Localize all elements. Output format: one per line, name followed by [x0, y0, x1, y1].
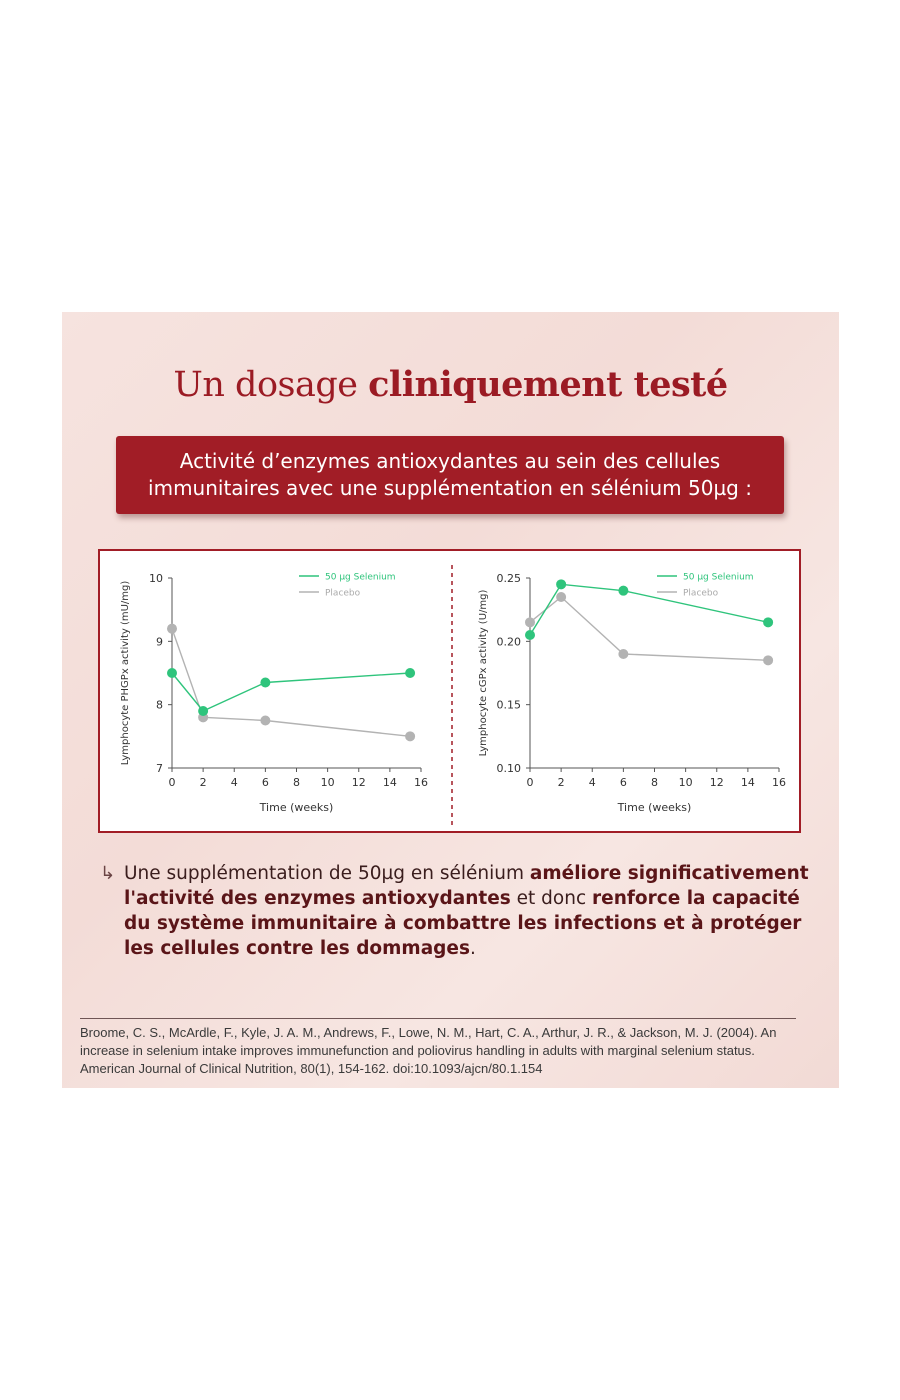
- chart2-point-selenium: [525, 630, 535, 640]
- chart1-xtick-label: 12: [352, 776, 366, 789]
- summary-text-1: Une supplémentation de 50µg en sélénium: [124, 863, 530, 884]
- chart2-point-placebo: [618, 649, 629, 659]
- chart2-ytick-label: 0.25: [497, 572, 522, 585]
- summary-bold-1: améliore significativement l'activité de…: [124, 863, 809, 909]
- chart1-xtick-label: 4: [231, 776, 238, 789]
- arrow-icon: ↳: [100, 863, 116, 884]
- chart2-xtick-label: 2: [558, 776, 565, 789]
- chart1-xtick-label: 8: [293, 776, 300, 789]
- chart1-series-line-placebo: [171, 628, 411, 738]
- chart2-point-placebo: [763, 655, 774, 666]
- chart2-xtick-label: 12: [710, 776, 724, 789]
- chart2-series-line-selenium: [529, 583, 769, 636]
- chart2-xtick-label: 8: [651, 776, 658, 789]
- chart2-ytick-label: 0.20: [497, 635, 522, 648]
- chart2-xtick-label: 4: [589, 776, 596, 789]
- chart2-ytick-label: 0.15: [497, 699, 522, 712]
- summary-text-3: .: [469, 938, 476, 959]
- chart1-xtick-label: 10: [321, 776, 335, 789]
- chart2-ytick-label: 0.10: [497, 762, 522, 775]
- chart1-xtick-label: 16: [414, 776, 428, 789]
- chart1-ytick-label: 10: [149, 572, 163, 585]
- chart2-y-axis-label: Lymphocyte cGPx activity (U/mg): [478, 590, 489, 757]
- charts-container: 7 8 9 10 0 2 4 6 8 10 12 14 16 Time (weeks) Lymphocyte…: [98, 549, 801, 833]
- chart2-x-axis-label: Time (weeks): [617, 801, 692, 814]
- summary-bold-2: renforce la capacité du système immunita…: [124, 888, 802, 959]
- chart1-x-axis-label: Time (weeks): [259, 801, 334, 814]
- chart1-point-placebo: [405, 731, 416, 742]
- chart2-legend-label: 50 µg Selenium: [683, 573, 754, 583]
- headline-normal: Un dosage: [173, 365, 369, 405]
- chart1-point-placebo: [260, 715, 271, 726]
- chart2-point-selenium: [556, 579, 567, 590]
- chart1-legend-label: Placebo: [325, 589, 361, 599]
- chart2-point-placebo: [556, 592, 567, 602]
- chart2-series-line-placebo: [529, 596, 769, 662]
- chart1-ytick-label: 7: [156, 762, 163, 775]
- chart2-point-placebo: [525, 617, 535, 628]
- chart1-ytick-label: 9: [156, 635, 163, 648]
- chart2-xtick-label: 14: [741, 776, 755, 789]
- chart2-xtick-label: 6: [620, 776, 627, 789]
- chart2-xtick-label: 0: [527, 776, 534, 789]
- chart1-ytick-label: 8: [156, 699, 163, 712]
- chart1-xtick-label: 0: [169, 776, 176, 789]
- chart1-xtick-label: 14: [383, 776, 397, 789]
- chart1-xtick-label: 2: [200, 776, 207, 789]
- banner-line-1: Activité d’enzymes antioxydantes au sein…: [179, 449, 721, 473]
- summary-text-2: et donc: [510, 888, 593, 909]
- chart2-xtick-label: 10: [679, 776, 693, 789]
- chart1-point-selenium: [167, 668, 177, 678]
- chart1-y-axis-label: Lymphocyte PHGPx activity (mU/mg): [120, 581, 131, 766]
- chart2-point-selenium: [618, 585, 629, 596]
- chart2-point-selenium: [763, 617, 774, 628]
- chart1-legend-label: 50 µg Selenium: [325, 573, 396, 583]
- subtitle-banner: Activité d’enzymes antioxydantes au sein…: [116, 436, 784, 514]
- divider: [80, 1018, 796, 1019]
- chart1-point-selenium: [260, 677, 271, 688]
- chart1-point-placebo: [167, 623, 177, 634]
- headline-bold: cliniquement testé: [368, 364, 728, 405]
- headline: Un dosage cliniquement testé: [62, 364, 839, 405]
- banner-line-2: immunitaires avec une supplémentation en…: [148, 476, 752, 500]
- reference: Broome, C. S., McArdle, F., Kyle, J. A. …: [80, 1025, 777, 1076]
- chart1-point-selenium: [405, 668, 416, 678]
- chart1-series-line-selenium: [171, 672, 411, 712]
- chart1-xtick-label: 6: [262, 776, 269, 789]
- chart1-point-selenium: [198, 706, 209, 716]
- chart2-xtick-label: 16: [772, 776, 786, 789]
- infographic-panel: Un dosage cliniquement testé Activité d’…: [62, 312, 839, 1088]
- summary: ↳ Une supplémentation de 50µg en séléniu…: [100, 861, 810, 961]
- chart2-legend-label: Placebo: [683, 589, 719, 599]
- charts-svg: 7 8 9 10 0 2 4 6 8 10 12 14 16 Time (weeks) Lymphocyte…: [120, 565, 786, 829]
